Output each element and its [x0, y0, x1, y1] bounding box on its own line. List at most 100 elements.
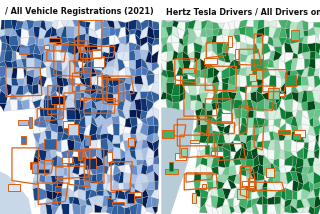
- Polygon shape: [312, 91, 320, 103]
- Polygon shape: [264, 99, 269, 111]
- Polygon shape: [200, 68, 208, 78]
- Polygon shape: [284, 155, 293, 166]
- Polygon shape: [218, 23, 225, 29]
- Polygon shape: [224, 115, 231, 127]
- Polygon shape: [41, 67, 47, 77]
- Polygon shape: [12, 59, 17, 68]
- Polygon shape: [201, 174, 207, 182]
- Polygon shape: [229, 35, 236, 45]
- Polygon shape: [162, 19, 168, 27]
- Polygon shape: [63, 121, 74, 128]
- Polygon shape: [302, 206, 310, 213]
- Polygon shape: [205, 204, 212, 214]
- Polygon shape: [80, 109, 85, 119]
- Polygon shape: [293, 155, 297, 168]
- Polygon shape: [286, 171, 293, 184]
- Polygon shape: [236, 42, 241, 55]
- Polygon shape: [231, 108, 236, 119]
- Polygon shape: [211, 51, 219, 62]
- Polygon shape: [49, 42, 56, 52]
- Polygon shape: [117, 199, 126, 208]
- Polygon shape: [246, 85, 252, 94]
- Polygon shape: [228, 36, 232, 47]
- Polygon shape: [189, 61, 194, 70]
- Polygon shape: [206, 166, 213, 174]
- Polygon shape: [246, 74, 252, 87]
- Polygon shape: [264, 26, 269, 36]
- Polygon shape: [296, 207, 304, 213]
- Polygon shape: [24, 85, 28, 95]
- Polygon shape: [33, 43, 41, 55]
- Polygon shape: [22, 20, 28, 31]
- Polygon shape: [314, 139, 320, 152]
- Polygon shape: [107, 59, 115, 67]
- Polygon shape: [245, 190, 252, 200]
- Polygon shape: [262, 180, 268, 188]
- Polygon shape: [67, 156, 75, 167]
- Polygon shape: [77, 47, 86, 54]
- Polygon shape: [51, 96, 64, 104]
- Polygon shape: [196, 94, 202, 103]
- Polygon shape: [314, 182, 320, 189]
- Polygon shape: [205, 145, 209, 154]
- Polygon shape: [166, 99, 173, 108]
- Polygon shape: [222, 52, 231, 63]
- Polygon shape: [92, 100, 98, 110]
- Polygon shape: [182, 79, 195, 85]
- Polygon shape: [188, 20, 196, 29]
- Polygon shape: [280, 183, 288, 189]
- Polygon shape: [236, 68, 241, 75]
- Polygon shape: [222, 66, 229, 79]
- Polygon shape: [308, 27, 316, 36]
- Polygon shape: [241, 100, 248, 111]
- Polygon shape: [124, 207, 131, 214]
- Polygon shape: [160, 99, 167, 108]
- Polygon shape: [112, 108, 119, 117]
- Polygon shape: [21, 58, 27, 71]
- Polygon shape: [279, 52, 285, 62]
- Polygon shape: [166, 93, 173, 103]
- Polygon shape: [112, 190, 119, 199]
- Polygon shape: [218, 102, 222, 109]
- Polygon shape: [212, 131, 220, 144]
- Polygon shape: [100, 115, 107, 127]
- Polygon shape: [90, 91, 97, 103]
- Polygon shape: [153, 107, 159, 119]
- Polygon shape: [44, 37, 51, 46]
- Polygon shape: [200, 116, 208, 125]
- Polygon shape: [245, 35, 254, 45]
- Polygon shape: [172, 26, 179, 38]
- Polygon shape: [118, 183, 124, 192]
- Polygon shape: [301, 90, 307, 103]
- Polygon shape: [216, 108, 224, 120]
- Polygon shape: [136, 132, 143, 141]
- Polygon shape: [84, 205, 92, 214]
- Polygon shape: [96, 180, 104, 191]
- Polygon shape: [119, 116, 126, 127]
- Polygon shape: [246, 135, 252, 143]
- Polygon shape: [221, 113, 231, 123]
- Polygon shape: [112, 67, 119, 79]
- Polygon shape: [136, 123, 143, 134]
- Polygon shape: [297, 182, 304, 191]
- Polygon shape: [252, 191, 259, 199]
- Polygon shape: [297, 142, 305, 152]
- Polygon shape: [118, 165, 125, 172]
- Polygon shape: [12, 86, 19, 95]
- Polygon shape: [125, 42, 129, 52]
- Polygon shape: [55, 186, 60, 192]
- Polygon shape: [85, 28, 89, 35]
- Polygon shape: [233, 54, 240, 61]
- Polygon shape: [211, 166, 219, 175]
- Polygon shape: [194, 42, 203, 53]
- Polygon shape: [222, 29, 230, 36]
- Polygon shape: [269, 26, 276, 38]
- Polygon shape: [154, 147, 158, 158]
- Polygon shape: [127, 193, 134, 203]
- Polygon shape: [194, 51, 201, 63]
- Polygon shape: [268, 182, 276, 192]
- Polygon shape: [44, 116, 52, 128]
- Polygon shape: [106, 205, 112, 214]
- Polygon shape: [268, 67, 276, 76]
- Polygon shape: [196, 83, 200, 95]
